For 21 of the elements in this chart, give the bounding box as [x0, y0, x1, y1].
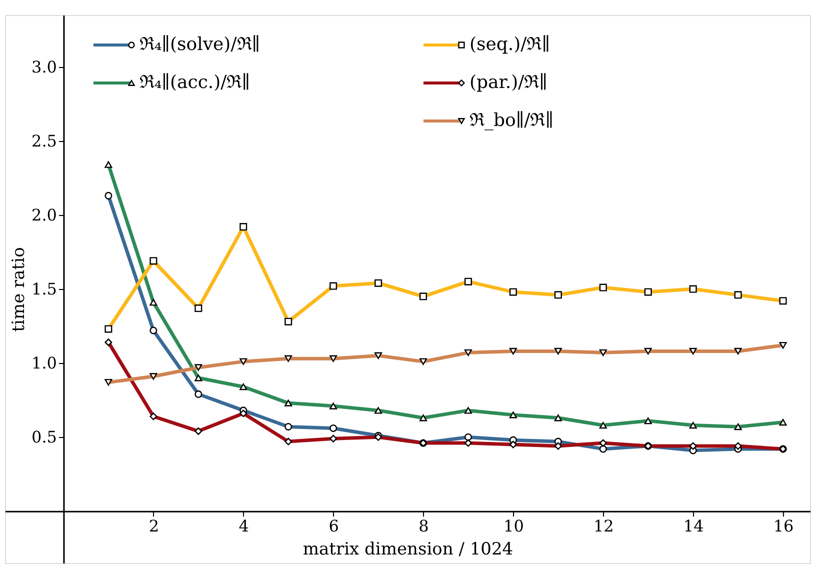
y-tick-label: 0.5 — [32, 428, 57, 447]
x-tick-label: 16 — [773, 516, 794, 536]
legend-label: ℜ₄∥(acc.)/ℜ∥ — [139, 72, 250, 93]
x-axis-title: matrix dimension / 1024 — [302, 540, 514, 560]
legend-label: (par.)/ℜ∥ — [469, 72, 548, 93]
x-tick-label: 12 — [593, 516, 614, 536]
y-tick-label: 1.0 — [32, 354, 57, 373]
legend-label: (seq.)/ℜ∥ — [469, 34, 550, 55]
y-tick-label: 2.0 — [32, 205, 57, 224]
y-tick-label: 3.0 — [32, 57, 57, 76]
x-tick-label: 6 — [328, 516, 339, 536]
legend-label: ℜ_bo∥/ℜ∥ — [469, 110, 554, 131]
x-tick-label: 14 — [683, 516, 704, 536]
x-tick-label: 4 — [238, 516, 249, 536]
x-tick-label: 2 — [148, 516, 159, 536]
x-tick-label: 8 — [418, 516, 429, 536]
x-tick-label: 10 — [504, 516, 524, 536]
y-tick-label: 2.5 — [32, 131, 57, 150]
legend-label: ℜ₄∥(solve)/ℜ∥ — [139, 34, 260, 55]
y-tick-label: 1.5 — [32, 280, 57, 298]
y-axis-title: time ratio — [9, 247, 30, 332]
